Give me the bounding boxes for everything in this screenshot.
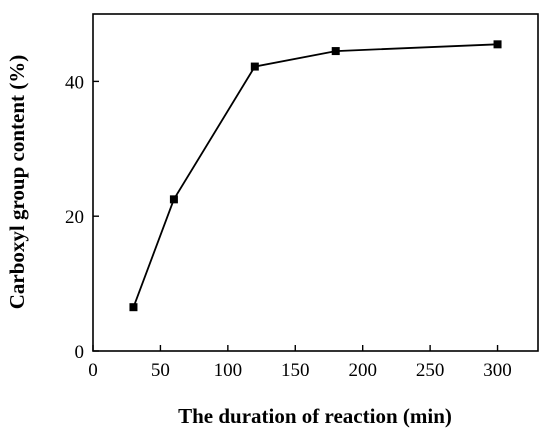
series-markers — [129, 40, 502, 312]
x-tick-label: 100 — [214, 360, 243, 381]
x-tick-label: 150 — [281, 360, 310, 381]
data-point — [493, 40, 502, 49]
y-tick-label: 40 — [65, 72, 84, 93]
data-point — [169, 195, 178, 204]
x-axis-title: The duration of reaction (min) — [178, 404, 452, 428]
y-tick-label: 0 — [75, 342, 85, 363]
series-line — [132, 43, 498, 308]
plot-frame — [92, 13, 539, 352]
data-point — [129, 303, 138, 312]
x-tick-label: 200 — [348, 360, 377, 381]
y-axis-title: Carboxyl group content (%) — [5, 55, 29, 310]
y-axis-ticks: 0 20 40 — [65, 72, 99, 363]
data-point — [331, 47, 340, 56]
y-tick-label: 20 — [65, 207, 84, 228]
x-tick-label: 0 — [88, 360, 98, 381]
data-point — [250, 62, 259, 71]
x-tick-label: 250 — [416, 360, 445, 381]
x-tick-label: 300 — [483, 360, 512, 381]
x-tick-label: 50 — [151, 360, 170, 381]
x-axis-ticks: 0 50 100 150 200 250 300 — [88, 345, 512, 381]
